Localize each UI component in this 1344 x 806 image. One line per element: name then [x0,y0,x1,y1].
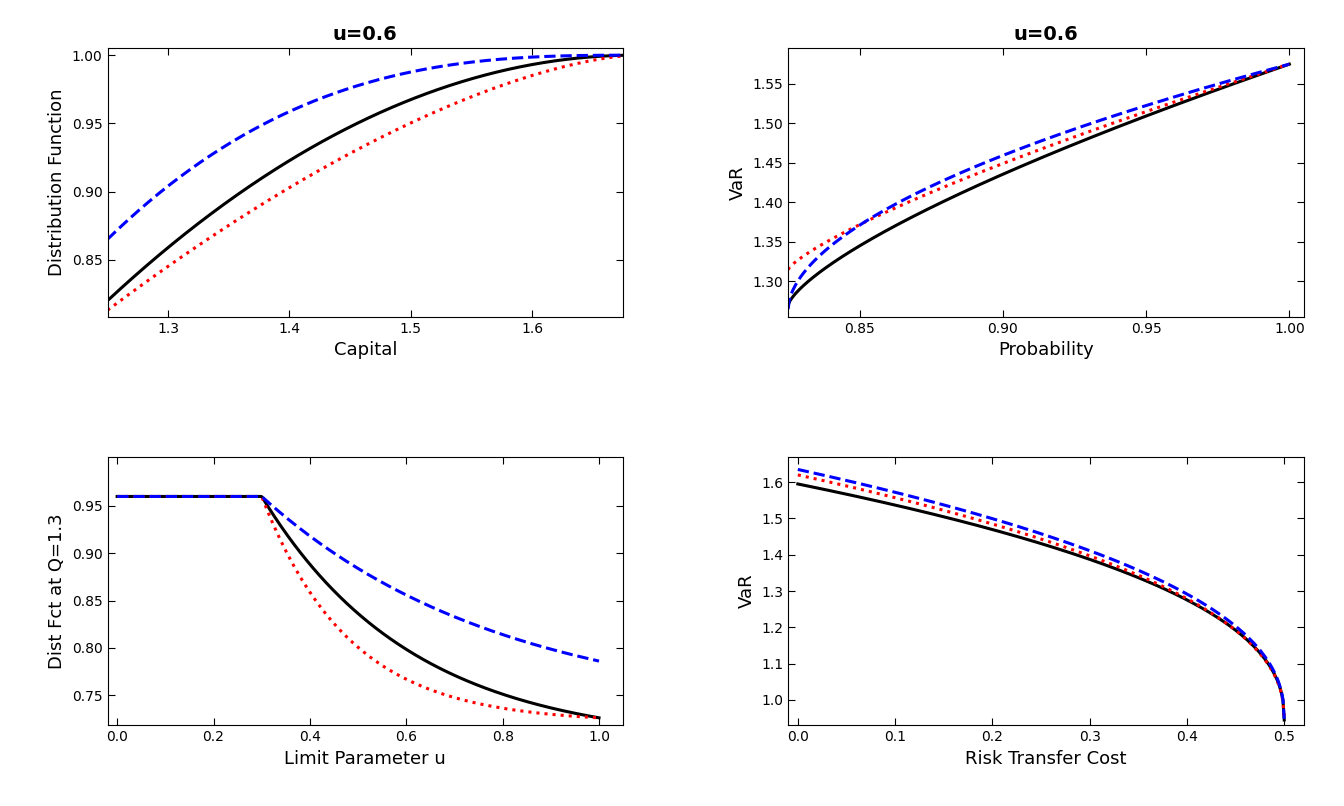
X-axis label: Capital: Capital [333,342,396,359]
Y-axis label: Dist Fct at Q=1.3: Dist Fct at Q=1.3 [48,513,66,669]
X-axis label: Risk Transfer Cost: Risk Transfer Cost [965,750,1126,768]
Y-axis label: VaR: VaR [728,165,747,200]
X-axis label: Limit Parameter u: Limit Parameter u [285,750,446,768]
Y-axis label: Distribution Function: Distribution Function [48,89,66,276]
Title: u=0.6: u=0.6 [1013,25,1078,44]
Y-axis label: VaR: VaR [738,574,755,609]
X-axis label: Probability: Probability [999,342,1094,359]
Title: u=0.6: u=0.6 [333,25,398,44]
